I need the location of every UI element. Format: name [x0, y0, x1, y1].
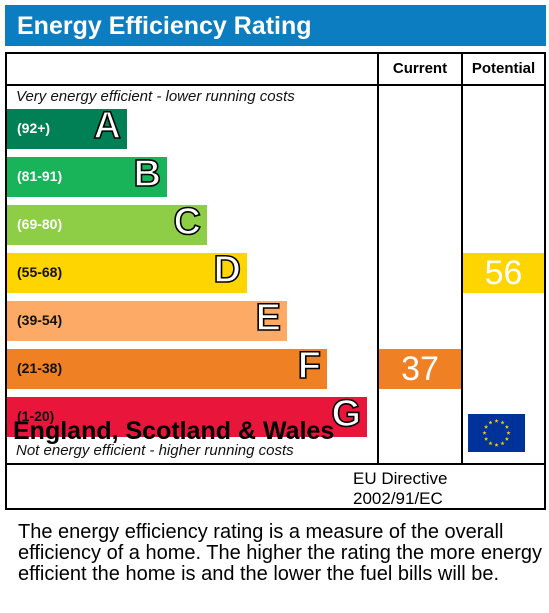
band-range-b: (81-91): [17, 168, 63, 184]
eu-star-icon: [506, 430, 511, 435]
eu-directive-line1: EU Directive: [353, 469, 448, 488]
rating-chart-frame: Current Potential Very energy efficient …: [5, 52, 546, 510]
footer-country: England, Scotland & Wales: [13, 417, 335, 445]
header-divider: [7, 84, 544, 86]
band-bar-e: (39-54) E: [7, 296, 287, 341]
eu-star-icon: [494, 442, 499, 447]
band-bar-f: (21-38) F: [7, 344, 327, 389]
potential-rating-score: 56: [463, 253, 544, 293]
rating-description: The energy efficiency rating is a measur…: [18, 521, 543, 585]
eu-flag-icon: [468, 414, 525, 452]
eu-star-icon: [494, 418, 499, 423]
eu-directive-line2: 2002/91/EC: [353, 489, 443, 508]
band-range-c: (69-80): [17, 216, 63, 232]
band-bar-a: (92+) A: [7, 104, 127, 149]
band-bar-d: (55-68) D: [7, 248, 247, 293]
band-letter-d: D: [213, 248, 242, 292]
potential-column-divider: [461, 54, 463, 464]
eu-star-icon: [484, 436, 489, 441]
current-rating-score: 37: [379, 349, 461, 389]
band-letter-e: E: [255, 296, 282, 340]
band-letter-g: G: [331, 392, 362, 436]
band-range-e: (39-54): [17, 312, 63, 328]
chart-title: Energy Efficiency Rating: [17, 12, 312, 40]
eu-star-icon: [488, 441, 493, 446]
band-letter-f: F: [297, 344, 322, 388]
potential-column-header: Potential: [471, 60, 536, 77]
bottom-note: Not energy efficient - higher running co…: [16, 442, 294, 459]
title-bar: Energy Efficiency Rating: [5, 5, 546, 46]
band-range-a: (92+): [17, 120, 51, 136]
current-column-divider: [377, 54, 379, 464]
band-range-d: (55-68): [17, 264, 63, 280]
band-range-f: (21-38): [17, 360, 63, 376]
band-letter-b: B: [133, 152, 162, 196]
band-range-g: (1-20): [17, 408, 55, 424]
eu-star-icon: [504, 436, 509, 441]
band-bar-g: (1-20) G: [7, 392, 367, 437]
eu-star-icon: [484, 424, 489, 429]
band-letter-c: C: [173, 200, 202, 244]
footer-divider: [7, 463, 544, 465]
eu-star-icon: [500, 441, 505, 446]
band-letter-a: A: [93, 104, 122, 148]
eu-star-icon: [488, 420, 493, 425]
eu-star-icon: [500, 420, 505, 425]
top-note: Very energy efficient - lower running co…: [16, 88, 295, 105]
current-column-header: Current: [392, 60, 448, 77]
eu-star-icon: [482, 430, 487, 435]
band-bar-b: (81-91) B: [7, 152, 167, 197]
eu-star-icon: [504, 424, 509, 429]
band-bar-c: (69-80) C: [7, 200, 207, 245]
